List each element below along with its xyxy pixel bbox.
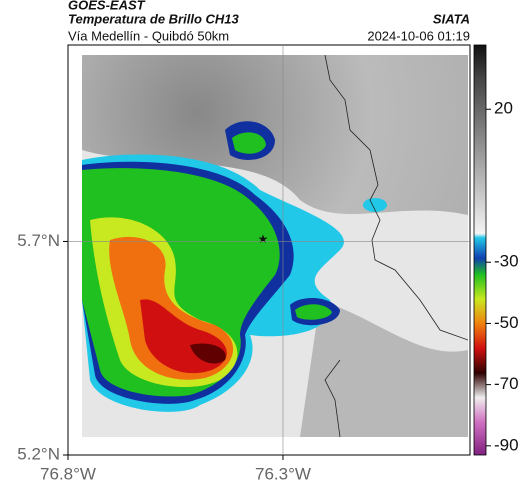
lon-label: 76.3°W <box>255 464 311 483</box>
lat-label: 5.2°N <box>17 444 60 463</box>
colorbar-label: 20 <box>494 99 513 118</box>
lon-label: 76.8°W <box>40 464 96 483</box>
colorbar-label: -90 <box>494 435 519 454</box>
subtitle: Vía Medellín - Quibdó 50km <box>68 28 229 43</box>
colorbar-label: -50 <box>494 313 519 332</box>
colorbar-label: -70 <box>494 374 519 393</box>
colorbar-label: -30 <box>494 252 519 271</box>
city-marker: ★ <box>258 232 269 246</box>
title: Temperatura de Brillo CH13 <box>68 11 240 26</box>
colorbar <box>473 44 487 456</box>
source: SIATA <box>433 11 470 26</box>
datetime: 2024-10-06 01:19 <box>367 28 470 43</box>
lat-label: 5.7°N <box>17 231 60 250</box>
satellite: GOES-EAST <box>68 0 146 12</box>
map-frame <box>67 44 471 456</box>
imagery <box>82 55 468 437</box>
